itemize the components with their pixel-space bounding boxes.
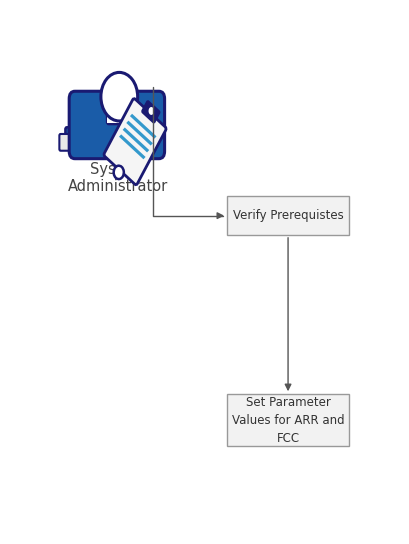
FancyBboxPatch shape: [104, 98, 166, 185]
Circle shape: [148, 106, 155, 116]
FancyBboxPatch shape: [107, 92, 132, 124]
FancyBboxPatch shape: [69, 91, 164, 159]
FancyBboxPatch shape: [107, 95, 132, 123]
FancyBboxPatch shape: [65, 127, 78, 148]
Circle shape: [101, 72, 138, 121]
FancyBboxPatch shape: [227, 196, 349, 235]
Text: System
Administrator: System Administrator: [67, 162, 168, 194]
FancyBboxPatch shape: [227, 394, 349, 447]
Text: Set Parameter
Values for ARR and
FCC: Set Parameter Values for ARR and FCC: [232, 396, 344, 445]
Text: Verify Prerequistes: Verify Prerequistes: [233, 209, 344, 222]
Circle shape: [114, 166, 124, 179]
FancyBboxPatch shape: [59, 134, 70, 151]
FancyBboxPatch shape: [142, 101, 160, 123]
